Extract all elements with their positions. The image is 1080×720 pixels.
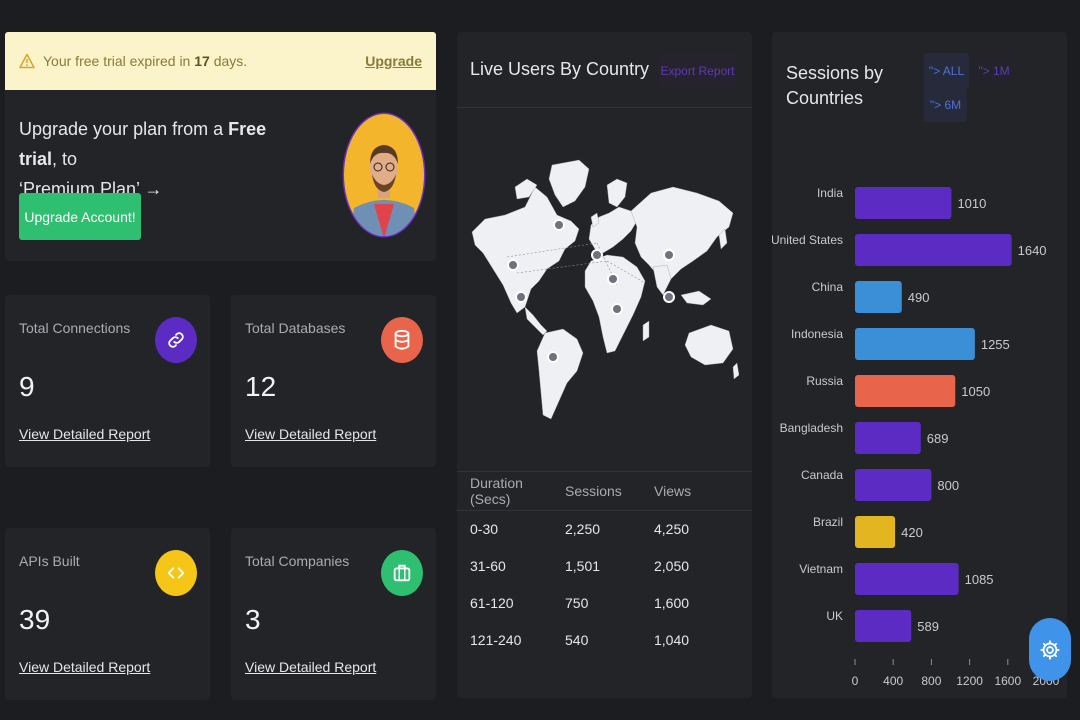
category-label: Brazil — [813, 515, 843, 529]
table-cell: 750 — [565, 594, 589, 611]
tick-label: 400 — [883, 674, 903, 688]
total-connections-card: Total Connections 9 View Detailed Report — [5, 295, 210, 467]
category-label: India — [817, 186, 843, 200]
bar — [855, 469, 932, 501]
table-cell: 61-120 — [470, 594, 514, 611]
table-cell: 1,040 — [654, 631, 690, 648]
filter-all-button[interactable]: "> ALL — [924, 53, 969, 88]
bar — [855, 281, 902, 313]
data-label: 589 — [917, 619, 939, 634]
apis-built-card: APIs Built 39 View Detailed Report — [5, 528, 210, 700]
category-label: Canada — [801, 468, 843, 482]
avatar — [342, 112, 426, 238]
table-cell: 121-240 — [470, 631, 522, 648]
bar — [855, 187, 952, 219]
view-report-link[interactable]: View Detailed Report — [19, 426, 151, 442]
data-label: 420 — [901, 525, 923, 540]
trial-days: 17 — [194, 53, 210, 69]
table-cell: 0-30 — [470, 520, 499, 537]
bar — [855, 563, 959, 595]
data-label: 1050 — [961, 384, 990, 399]
stat-value: 9 — [19, 371, 35, 402]
bar — [855, 516, 896, 548]
live-users-title: Live Users By Country — [470, 59, 650, 79]
category-label: United States — [772, 233, 843, 247]
live-users-card: Live Users By Country Export Report — [457, 32, 752, 698]
settings-button[interactable] — [1029, 618, 1071, 681]
stat-value: 3 — [245, 604, 261, 635]
table-cell: 31-60 — [470, 557, 506, 574]
code-icon — [155, 550, 197, 596]
data-label: 1010 — [957, 196, 986, 211]
bar — [855, 422, 921, 454]
table-cell: 2,250 — [565, 520, 601, 537]
category-label: Bangladesh — [780, 421, 843, 435]
divider — [457, 107, 752, 108]
category-label: UK — [826, 609, 843, 623]
bar — [855, 234, 1012, 266]
view-report-link[interactable]: View Detailed Report — [245, 659, 377, 675]
link-icon — [155, 317, 197, 363]
sessions-bar-chart: India 1010 United States 1640 China 490 Indone… — [772, 186, 1060, 688]
table-row: 31-60 1,501 2,050 — [457, 547, 752, 584]
category-label: China — [812, 280, 844, 294]
view-report-link[interactable]: View Detailed Report — [19, 659, 151, 675]
table-cell: 1,501 — [565, 557, 601, 574]
upgrade-account-button[interactable]: Upgrade Account! — [19, 193, 141, 240]
category-label: Russia — [806, 374, 843, 388]
stat-label: Total Databases — [245, 320, 346, 336]
trial-banner: Your free trial expired in 17 days. Upgr… — [5, 32, 436, 90]
data-label: 490 — [908, 290, 930, 305]
filter-1m-button[interactable]: "> 1M — [973, 53, 1015, 88]
category-label: Vietnam — [799, 562, 843, 576]
column-header: Sessions — [565, 472, 654, 511]
stat-value: 39 — [19, 604, 51, 635]
table-cell: 2,050 — [654, 557, 690, 574]
tick-label: 1600 — [994, 674, 1021, 688]
data-label: 689 — [927, 431, 949, 446]
bar — [855, 328, 975, 360]
data-label: 800 — [937, 478, 959, 493]
briefcase-icon — [381, 550, 423, 596]
duration-table: Duration (Secs) Sessions Views 0-30 2,25… — [457, 472, 752, 658]
upgrade-headline: Upgrade your plan from a Free trial, to … — [19, 119, 267, 199]
bar — [855, 375, 956, 407]
stat-value: 12 — [245, 371, 277, 402]
world-map — [471, 159, 740, 420]
column-header: Duration (Secs) — [457, 472, 565, 511]
gear-icon — [1040, 639, 1060, 660]
stat-label: Total Connections — [19, 320, 131, 336]
total-databases-card: Total Databases 12 View Detailed Report — [231, 295, 436, 467]
table-row: 61-120 750 1,600 — [457, 584, 752, 621]
sessions-title: Sessions by Countries — [786, 63, 884, 108]
data-label: 1255 — [981, 337, 1010, 352]
tick-label: 1200 — [956, 674, 983, 688]
trial-message: Your free trial expired in 17 days. — [43, 53, 248, 69]
data-label: 1085 — [965, 572, 994, 587]
filter-6m-button[interactable]: "> 6M — [924, 87, 967, 122]
stat-label: APIs Built — [19, 553, 80, 569]
warning-icon — [19, 53, 35, 69]
upgrade-card: Upgrade your plan from a Free trial, to … — [5, 90, 436, 261]
data-label: 1640 — [1018, 243, 1047, 258]
table-cell: 1,600 — [654, 594, 690, 611]
total-companies-card: Total Companies 3 View Detailed Report — [231, 528, 436, 700]
table-row: 0-30 2,250 4,250 — [457, 510, 752, 547]
stat-label: Total Companies — [245, 553, 350, 569]
tick-label: 800 — [921, 674, 941, 688]
upgrade-link[interactable]: Upgrade — [365, 53, 422, 69]
database-icon — [381, 317, 423, 363]
tick-label: 0 — [852, 674, 859, 688]
table-cell: 4,250 — [654, 520, 690, 537]
column-header: Views — [654, 472, 752, 511]
category-label: Indonesia — [791, 327, 843, 341]
divider — [457, 471, 752, 472]
bar — [855, 610, 912, 642]
sessions-by-countries-card: Sessions by Countries "> ALL "> 1M "> 6M… — [772, 32, 1067, 698]
table-header-row: Duration (Secs) Sessions Views — [457, 472, 752, 511]
table-cell: 540 — [565, 631, 589, 648]
table-row: 121-240 540 1,040 — [457, 621, 752, 658]
export-report-button[interactable]: Export Report — [658, 53, 737, 88]
view-report-link[interactable]: View Detailed Report — [245, 426, 377, 442]
